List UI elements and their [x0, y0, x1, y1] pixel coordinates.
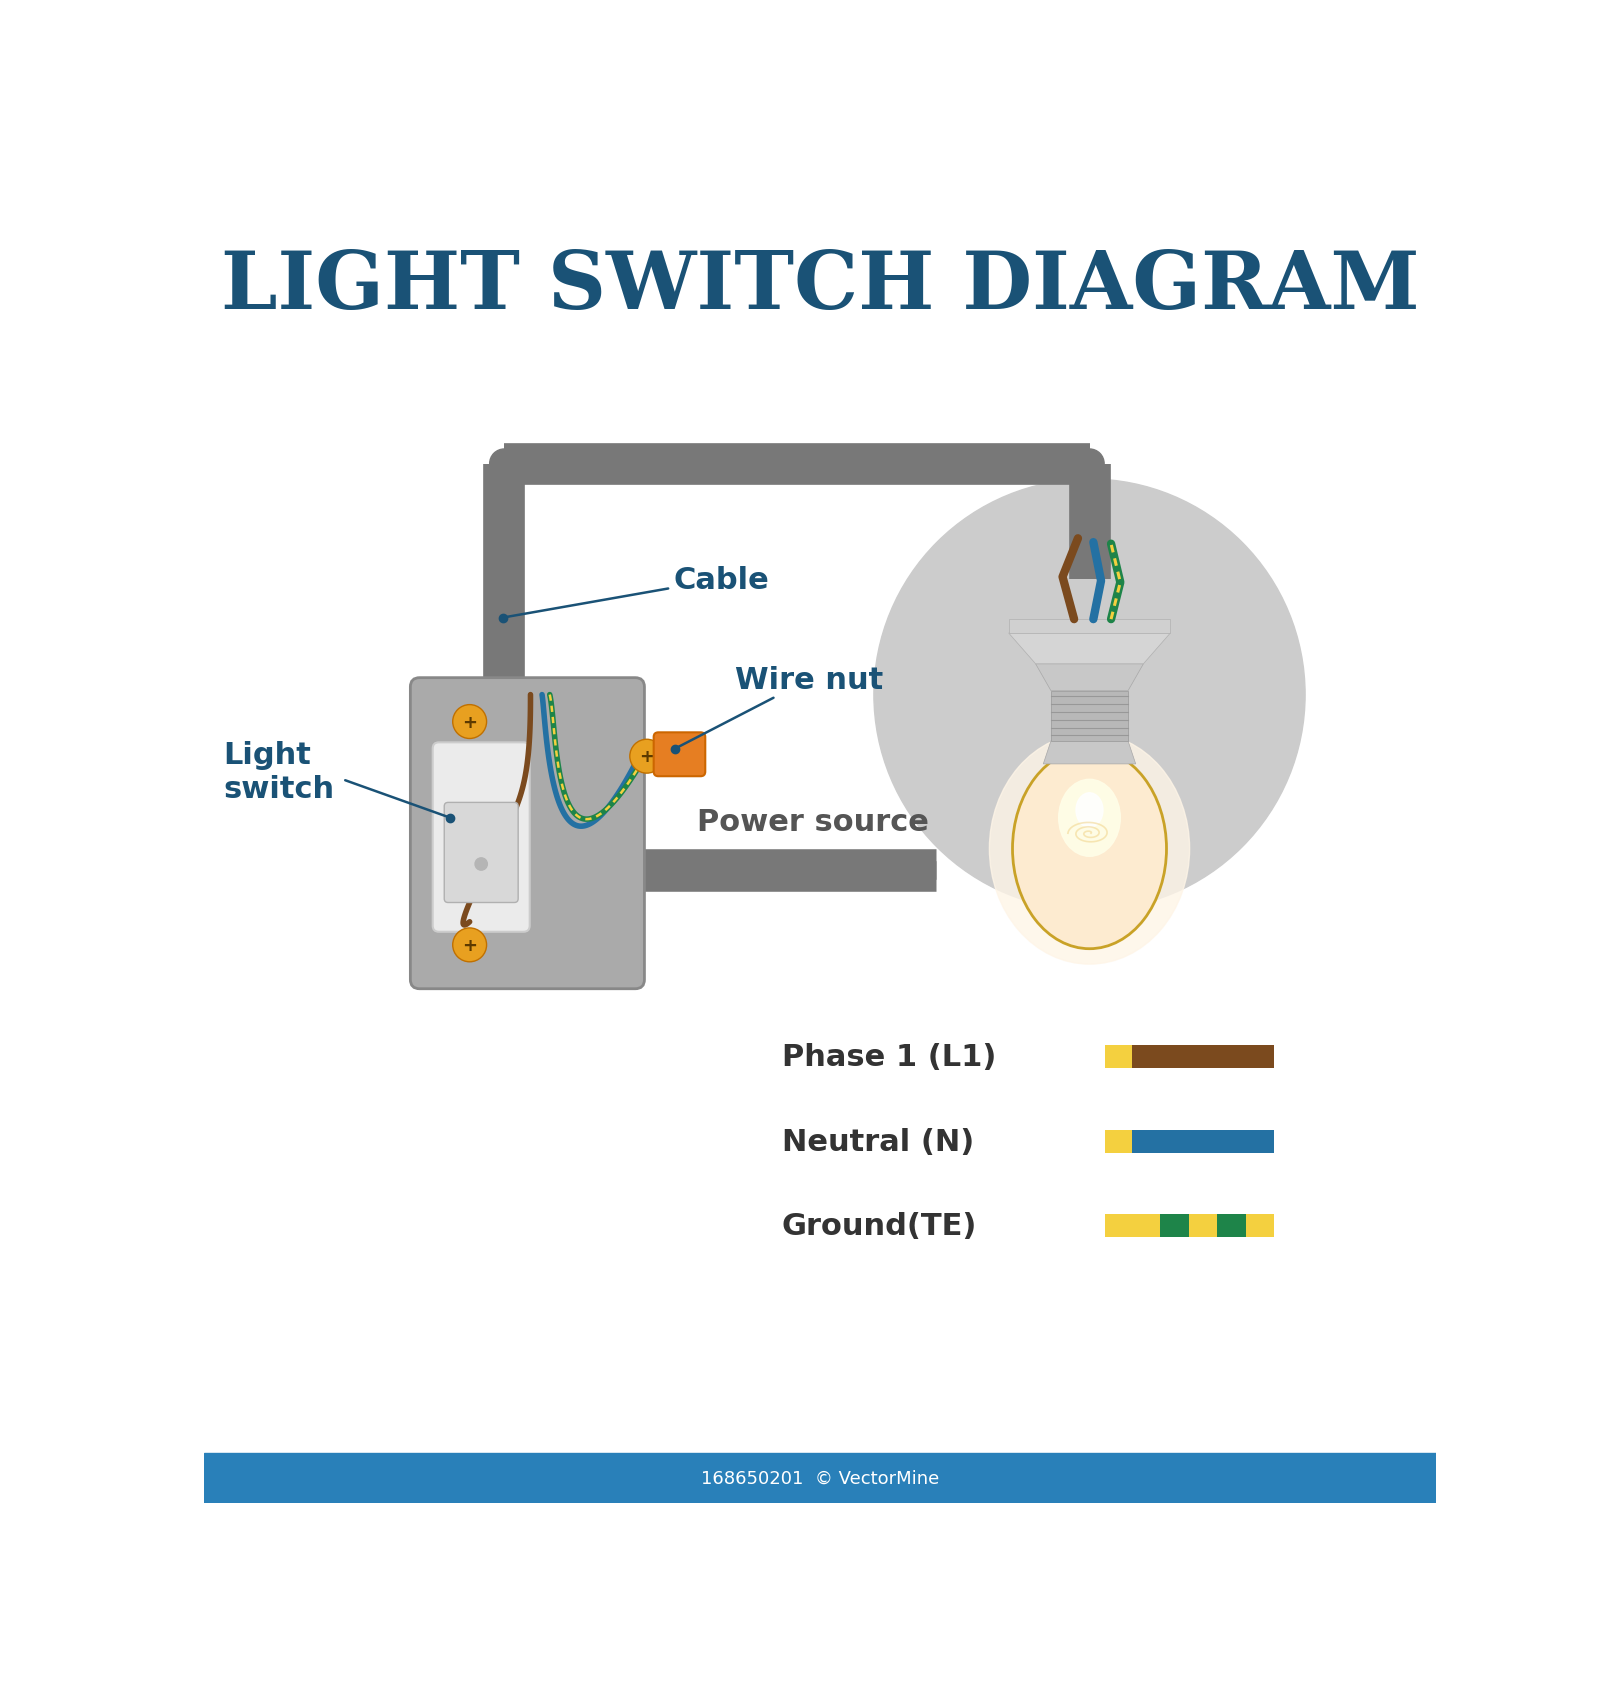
Bar: [1131, 1045, 1274, 1069]
Text: Cable: Cable: [506, 566, 770, 618]
Circle shape: [453, 706, 486, 740]
Bar: [1189, 1214, 1218, 1238]
Text: Ground(TE): Ground(TE): [781, 1211, 978, 1241]
Bar: [1106, 1130, 1131, 1154]
Text: Wire nut: Wire nut: [678, 665, 883, 748]
Text: 168650201  © VectorMine: 168650201 © VectorMine: [701, 1469, 939, 1488]
FancyBboxPatch shape: [432, 743, 530, 932]
Text: Neutral (N): Neutral (N): [781, 1127, 974, 1155]
FancyBboxPatch shape: [445, 802, 518, 904]
Text: Power source: Power source: [698, 807, 928, 836]
Circle shape: [453, 929, 486, 963]
Circle shape: [475, 858, 488, 870]
FancyBboxPatch shape: [654, 733, 706, 777]
Polygon shape: [1035, 664, 1144, 691]
Bar: [1008, 620, 1170, 633]
Ellipse shape: [1059, 780, 1120, 856]
Text: LIGHT SWITCH DIAGRAM: LIGHT SWITCH DIAGRAM: [221, 248, 1419, 326]
Circle shape: [490, 449, 518, 480]
Bar: [1131, 1214, 1160, 1238]
Text: +: +: [640, 748, 654, 765]
Ellipse shape: [989, 733, 1189, 964]
Text: +: +: [462, 936, 477, 954]
Text: Phase 1 (L1): Phase 1 (L1): [781, 1042, 995, 1071]
Text: Light
switch: Light switch: [224, 741, 334, 804]
Circle shape: [874, 480, 1306, 910]
FancyBboxPatch shape: [410, 679, 645, 990]
Bar: [1160, 1214, 1189, 1238]
Ellipse shape: [1077, 794, 1102, 828]
Text: +: +: [462, 713, 477, 731]
Ellipse shape: [1013, 748, 1166, 949]
Polygon shape: [1043, 741, 1136, 765]
Bar: [1106, 1045, 1131, 1069]
Bar: [205, 1453, 1437, 1503]
Circle shape: [1075, 449, 1104, 480]
Bar: [1218, 1214, 1246, 1238]
Circle shape: [630, 740, 664, 774]
Bar: [1246, 1214, 1274, 1238]
Polygon shape: [1008, 633, 1170, 664]
Bar: [1051, 691, 1128, 741]
Bar: [1106, 1214, 1131, 1238]
Bar: [1131, 1130, 1274, 1154]
